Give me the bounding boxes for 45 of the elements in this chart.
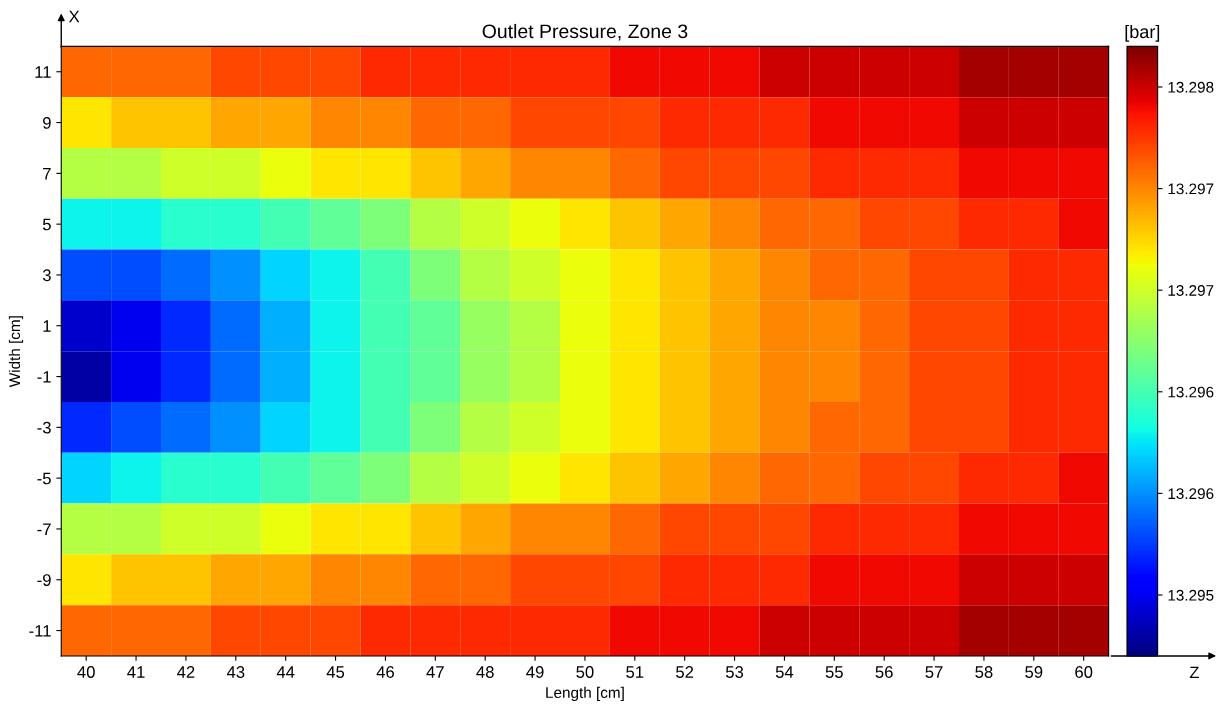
color-bar-label: 13.296 bbox=[1168, 488, 1214, 500]
x-tick-label: 52 bbox=[676, 666, 694, 678]
x-tick-label: 43 bbox=[226, 666, 245, 678]
x-tick-label: 56 bbox=[875, 666, 893, 678]
y-tick-label: -7 bbox=[37, 523, 51, 535]
x-tick-label: 51 bbox=[626, 666, 644, 678]
color-bar-label: 13.297 bbox=[1168, 285, 1214, 296]
x-tick-label: 45 bbox=[326, 666, 345, 678]
chart-title: Outlet Pressure, Zone 3 bbox=[482, 23, 688, 41]
y-tick-label: 7 bbox=[43, 167, 51, 180]
text: Z bbox=[1189, 666, 1199, 679]
x-tick-label: 47 bbox=[426, 666, 444, 678]
color-bar-label: 13.298 bbox=[1168, 81, 1214, 93]
y-tick-label: -1 bbox=[37, 371, 51, 383]
y-tick-label: 1 bbox=[43, 320, 51, 332]
y-tick-label: 3 bbox=[42, 269, 51, 282]
x-tick-label: 58 bbox=[975, 666, 993, 678]
color-bar-label: 13.295 bbox=[1168, 589, 1214, 601]
y-tick-label: -9 bbox=[37, 574, 51, 586]
x-tick-label: 42 bbox=[177, 666, 195, 678]
y-tick-label: 5 bbox=[42, 218, 51, 231]
y-tick-label: 9 bbox=[43, 116, 51, 129]
x-tick-label: 50 bbox=[576, 666, 594, 678]
x-tick-label: 46 bbox=[376, 666, 394, 678]
x-axis-title: Length [cm] bbox=[546, 686, 624, 702]
x-tick-label: 44 bbox=[276, 666, 295, 678]
x-tick-label: 53 bbox=[725, 666, 744, 678]
y-tick-label: -11 bbox=[29, 625, 51, 637]
x-tick-label: 57 bbox=[925, 666, 943, 678]
x-tick-label: 49 bbox=[526, 666, 544, 678]
x-tick-label: 48 bbox=[476, 666, 494, 678]
x-tick-label: 40 bbox=[77, 666, 95, 678]
y-tick-label: -5 bbox=[37, 472, 51, 485]
y-tick-label: -3 bbox=[37, 421, 51, 434]
y-tick-label: 11 bbox=[35, 66, 51, 78]
x-tick-label: 60 bbox=[1075, 666, 1093, 678]
x-tick-label: 54 bbox=[775, 666, 794, 678]
color-bar-title: [bar] bbox=[1125, 24, 1160, 42]
color-bar-label: 13.296 bbox=[1168, 386, 1214, 398]
y-axis-title: Width [cm] bbox=[8, 316, 24, 388]
color-bar-label: 13.297 bbox=[1168, 183, 1214, 195]
x-tick-label: 59 bbox=[1025, 666, 1043, 678]
text: X bbox=[68, 10, 80, 23]
x-tick-label: 41 bbox=[127, 666, 145, 678]
x-tick-label: 55 bbox=[825, 666, 843, 678]
